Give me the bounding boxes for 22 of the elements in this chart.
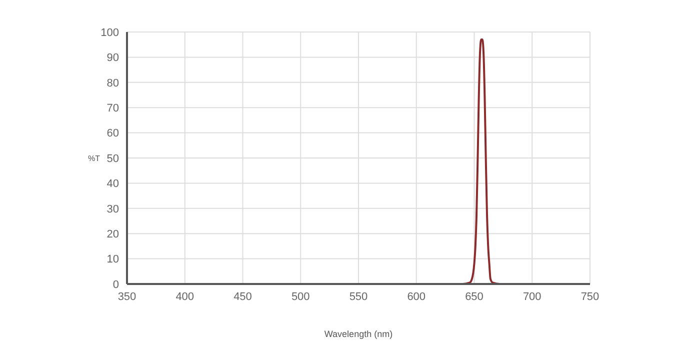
y-tick-label: 40 [106, 178, 119, 190]
x-tick-label: 650 [465, 290, 484, 303]
y-tick-label: 90 [106, 52, 119, 64]
y-tick-label: 100 [100, 26, 119, 39]
y-tick-label: 20 [106, 228, 119, 241]
y-tick-label: 50 [106, 152, 119, 165]
x-tick-label: 750 [580, 290, 600, 303]
y-axis-title: %T [88, 154, 100, 163]
y-tick-label: 70 [106, 102, 119, 115]
y-tick-label: 60 [106, 128, 119, 140]
x-tick-label: 400 [176, 290, 194, 303]
y-tick-label: 30 [106, 203, 119, 216]
x-axis-title: Wavelength (nm) [324, 329, 393, 339]
x-tick-label: 600 [407, 290, 426, 303]
y-tick-label: 80 [106, 77, 119, 90]
x-tick-label: 450 [234, 290, 252, 303]
y-tick-label: 0 [112, 278, 119, 291]
x-tick-label: 550 [349, 290, 368, 303]
x-tick-label: 700 [522, 290, 542, 303]
x-tick-label: 500 [291, 290, 310, 303]
x-tick-label: 350 [118, 290, 136, 303]
y-tick-label: 10 [106, 254, 119, 266]
